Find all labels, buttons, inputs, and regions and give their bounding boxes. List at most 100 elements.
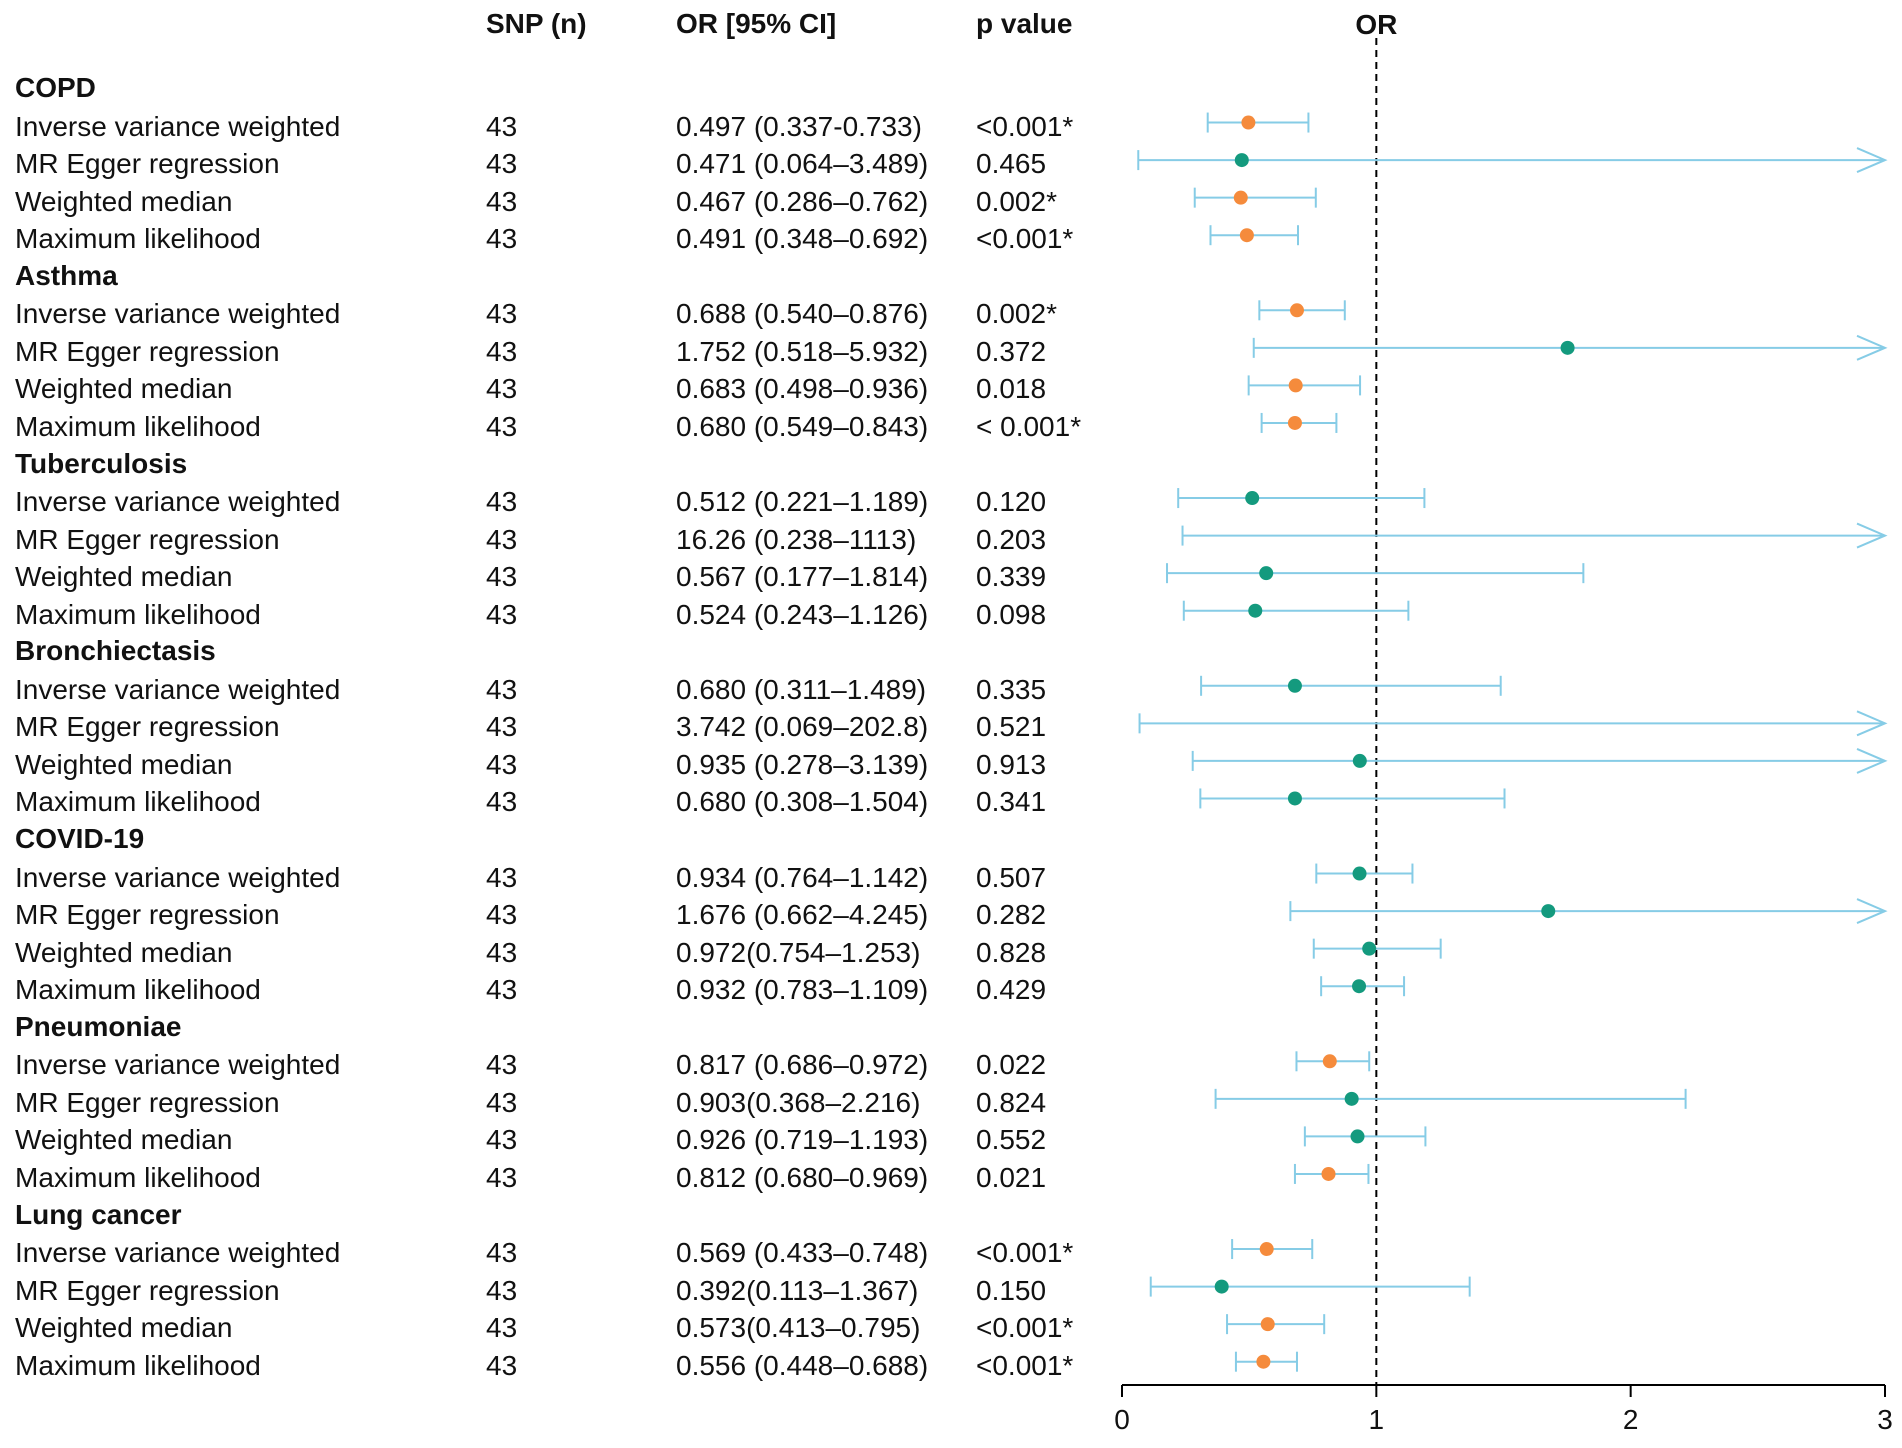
- p-value: <0.001*: [976, 1312, 1074, 1344]
- or-ci-text: 0.680 (0.308–1.504): [676, 786, 929, 818]
- x-tick-label: 1: [1369, 1404, 1385, 1435]
- p-value: <0.001*: [976, 223, 1074, 255]
- or-point: [1288, 378, 1303, 393]
- or-point: [1322, 1054, 1337, 1069]
- or-ci-text: 0.573(0.413–0.795): [676, 1312, 921, 1344]
- p-value: < 0.001*: [976, 410, 1082, 442]
- plot-title: OR: [1355, 9, 1397, 40]
- or-ci-text: 0.512 (0.221–1.189): [676, 486, 929, 518]
- or-ci-text: 0.932 (0.783–1.109): [676, 974, 929, 1006]
- method-label: MR Egger regression: [15, 335, 280, 367]
- or-ci-text: 0.392(0.113–1.367): [676, 1274, 919, 1306]
- snp-count: 43: [486, 1312, 518, 1344]
- or-point: [1350, 1129, 1365, 1144]
- snp-count: 43: [486, 561, 518, 593]
- p-value: 0.150: [976, 1274, 1047, 1306]
- method-label: Weighted median: [15, 373, 233, 405]
- group-label: COPD: [15, 72, 96, 103]
- or-ci-text: 3.742 (0.069–202.8): [676, 711, 929, 743]
- snp-count: 43: [486, 598, 518, 630]
- or-ci-text: 0.567 (0.177–1.814): [676, 561, 929, 593]
- method-label: Maximum likelihood: [15, 598, 261, 630]
- or-point: [1352, 753, 1367, 768]
- ci-arrow: [1856, 147, 1888, 174]
- snp-count: 43: [486, 223, 518, 255]
- method-label: Maximum likelihood: [15, 1349, 261, 1381]
- or-point: [1362, 941, 1377, 956]
- or-ci-text: 0.683 (0.498–0.936): [676, 373, 929, 405]
- group-label: Bronchiectasis: [15, 635, 216, 667]
- x-tick-label: 2: [1623, 1404, 1639, 1435]
- p-value: 0.002*: [976, 298, 1057, 330]
- group-label: Lung cancer: [15, 1198, 182, 1230]
- snp-count: 43: [486, 298, 518, 330]
- p-value: 0.465: [976, 148, 1047, 180]
- or-point: [1321, 1166, 1336, 1181]
- or-ci-text: 0.556 (0.448–0.688): [676, 1349, 929, 1381]
- or-point: [1241, 115, 1256, 130]
- snp-count: 43: [486, 1274, 518, 1306]
- or-ci-text: 0.680 (0.311–1.489): [676, 673, 927, 705]
- p-value: 0.828: [976, 936, 1047, 968]
- p-value: 0.429: [976, 974, 1047, 1006]
- method-label: MR Egger regression: [15, 148, 280, 180]
- or-point: [1560, 340, 1575, 355]
- or-ci-text: 0.680 (0.549–0.843): [676, 410, 929, 442]
- method-label: Inverse variance weighted: [15, 1049, 341, 1081]
- or-point: [1289, 303, 1304, 318]
- x-tick-label: 0: [1114, 1404, 1130, 1435]
- p-value: 0.913: [976, 748, 1047, 780]
- snp-count: 43: [486, 1237, 518, 1269]
- or-point: [1214, 1279, 1229, 1294]
- or-point: [1287, 415, 1302, 430]
- or-ci-text: 0.903(0.368–2.216): [676, 1086, 921, 1118]
- snp-count: 43: [486, 185, 518, 217]
- p-value: 0.372: [976, 335, 1047, 367]
- group-label: Tuberculosis: [15, 447, 188, 479]
- method-label: MR Egger regression: [15, 899, 280, 931]
- or-ci-text: 0.817 (0.686–0.972): [676, 1049, 929, 1081]
- snp-count: 43: [486, 373, 518, 405]
- method-label: Maximum likelihood: [15, 410, 261, 442]
- method-label: MR Egger regression: [15, 711, 280, 743]
- p-value: 0.203: [976, 523, 1047, 555]
- snp-count: 43: [486, 711, 518, 743]
- or-point: [1233, 190, 1248, 205]
- header-p-value: p value: [976, 8, 1073, 39]
- group-label: Asthma: [15, 259, 118, 291]
- method-label: Weighted median: [15, 561, 233, 593]
- method-label: Inverse variance weighted: [15, 298, 341, 330]
- or-point: [1344, 1091, 1359, 1106]
- method-label: Maximum likelihood: [15, 223, 261, 255]
- or-point: [1352, 979, 1367, 994]
- method-label: Inverse variance weighted: [15, 110, 341, 142]
- or-ci-text: 0.497 (0.337-0.733): [676, 110, 922, 142]
- or-ci-text: 0.972(0.754–1.253): [676, 936, 921, 968]
- or-ci-text: 0.467 (0.286–0.762): [676, 185, 929, 217]
- snp-count: 43: [486, 148, 518, 180]
- or-ci-text: 0.524 (0.243–1.126): [676, 598, 929, 630]
- p-value: <0.001*: [976, 1237, 1074, 1269]
- or-ci-text: 0.935 (0.278–3.139): [676, 748, 929, 780]
- snp-count: 43: [486, 486, 518, 518]
- or-point: [1287, 678, 1302, 693]
- snp-count: 43: [486, 410, 518, 442]
- or-ci-text: 0.688 (0.540–0.876): [676, 298, 929, 330]
- x-tick-label: 3: [1877, 1404, 1893, 1435]
- or-point: [1256, 1354, 1271, 1369]
- ci-arrow: [1856, 522, 1888, 549]
- p-value: 0.021: [976, 1161, 1047, 1193]
- p-value: 0.341: [976, 786, 1047, 818]
- p-value: <0.001*: [976, 1349, 1074, 1381]
- group-label: Pneumoniae: [15, 1010, 182, 1042]
- method-label: Inverse variance weighted: [15, 486, 341, 518]
- method-label: MR Egger regression: [15, 1086, 280, 1118]
- p-value: 0.098: [976, 598, 1047, 630]
- method-label: Inverse variance weighted: [15, 861, 341, 893]
- p-value: 0.339: [976, 561, 1047, 593]
- snp-count: 43: [486, 1086, 518, 1118]
- snp-count: 43: [486, 936, 518, 968]
- or-point: [1260, 1317, 1275, 1332]
- snp-count: 43: [486, 335, 518, 367]
